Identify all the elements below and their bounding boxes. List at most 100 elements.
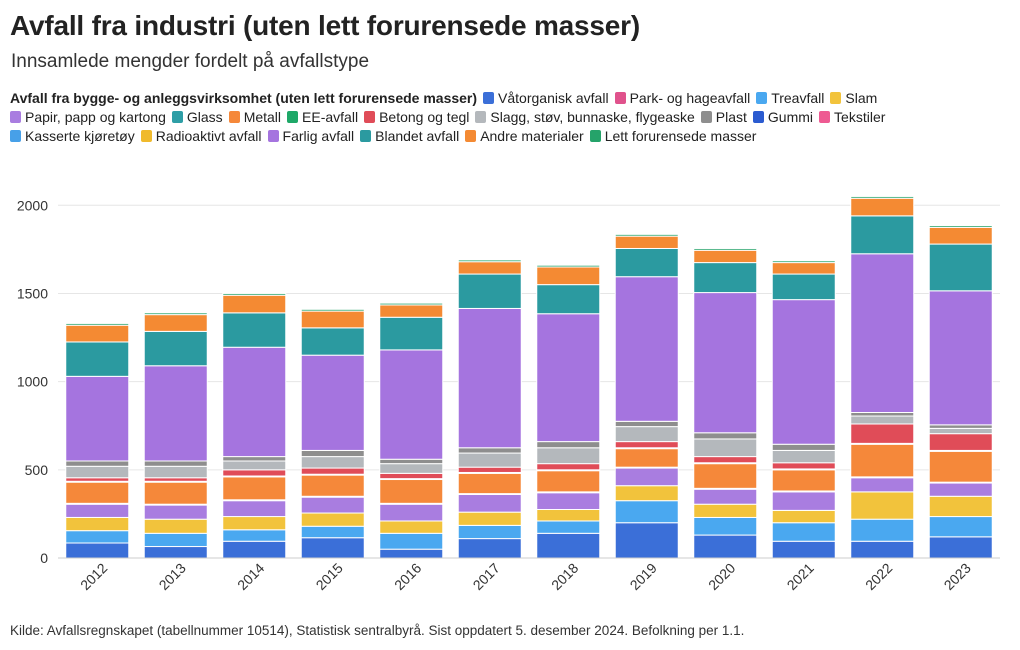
bar-segment-papir-papp-og-kartong-2023[interactable] bbox=[928, 482, 993, 497]
bar-segment-blandet-avfall-2014[interactable] bbox=[222, 312, 287, 348]
bar-segment-blandet-avfall-2016[interactable] bbox=[379, 316, 444, 351]
bar-segment-slagg-stov-bunnaske-flygeaske-2015[interactable] bbox=[300, 456, 365, 469]
bar-segment-plast-2022[interactable] bbox=[850, 412, 915, 417]
bar-segment-slagg-stov-bunnaske-flygeaske-2021[interactable] bbox=[771, 449, 836, 464]
bar-segment-treavfall-2020[interactable] bbox=[693, 516, 758, 536]
bar-segment-blandet-avfall-2017[interactable] bbox=[457, 273, 522, 309]
bar-segment-slam-2022[interactable] bbox=[850, 491, 915, 520]
bar-segment-slam-2020[interactable] bbox=[693, 503, 758, 518]
bar-segment-farlig-avfall-2012[interactable] bbox=[65, 375, 130, 462]
bar-segment-blandet-avfall-2019[interactable] bbox=[614, 247, 679, 278]
bar-segment-metall-2015[interactable] bbox=[300, 474, 365, 497]
bar-segment-metall-2014[interactable] bbox=[222, 476, 287, 501]
bar-segment-farlig-avfall-2018[interactable] bbox=[536, 313, 601, 443]
bar-segment-metall-2018[interactable] bbox=[536, 470, 601, 493]
bar-segment-slam-2012[interactable] bbox=[65, 516, 130, 532]
bar-segment-papir-papp-og-kartong-2022[interactable] bbox=[850, 477, 915, 493]
bar-segment-slagg-stov-bunnaske-flygeaske-2019[interactable] bbox=[614, 426, 679, 443]
bar-segment-andre-materialer-2012[interactable] bbox=[65, 324, 130, 343]
bar-segment-vatorganisk-avfall-2012[interactable] bbox=[65, 542, 130, 559]
bar-segment-betong-og-tegl-2022[interactable] bbox=[850, 423, 915, 444]
bar-segment-andre-materialer-2021[interactable] bbox=[771, 262, 836, 275]
bar-segment-papir-papp-og-kartong-2013[interactable] bbox=[143, 504, 208, 520]
legend-item-slam[interactable]: Slam bbox=[830, 89, 877, 108]
bar-segment-vatorganisk-avfall-2019[interactable] bbox=[614, 522, 679, 559]
bar-segment-farlig-avfall-2023[interactable] bbox=[928, 290, 993, 426]
bar-segment-plast-2013[interactable] bbox=[143, 460, 208, 467]
bar-segment-metall-2012[interactable] bbox=[65, 481, 130, 504]
bar-segment-farlig-avfall-2021[interactable] bbox=[771, 299, 836, 445]
bar-segment-vatorganisk-avfall-2022[interactable] bbox=[850, 540, 915, 559]
bar-segment-slam-2023[interactable] bbox=[928, 495, 993, 518]
bar-segment-lett-forurensede-masser-2023[interactable] bbox=[928, 225, 993, 228]
bar-segment-treavfall-2022[interactable] bbox=[850, 518, 915, 542]
bar-segment-metall-2013[interactable] bbox=[143, 481, 208, 505]
bar-segment-papir-papp-og-kartong-2015[interactable] bbox=[300, 496, 365, 514]
bar-segment-slagg-stov-bunnaske-flygeaske-2013[interactable] bbox=[143, 465, 208, 479]
bar-segment-farlig-avfall-2020[interactable] bbox=[693, 292, 758, 434]
bar-segment-betong-og-tegl-2012[interactable] bbox=[65, 477, 130, 482]
bar-segment-lett-forurensede-masser-2019[interactable] bbox=[614, 233, 679, 237]
bar-segment-plast-2012[interactable] bbox=[65, 460, 130, 467]
bar-segment-lett-forurensede-masser-2022[interactable] bbox=[850, 195, 915, 199]
bar-segment-papir-papp-og-kartong-2017[interactable] bbox=[457, 494, 522, 513]
bar-segment-farlig-avfall-2014[interactable] bbox=[222, 346, 287, 458]
bar-segment-papir-papp-og-kartong-2016[interactable] bbox=[379, 503, 444, 522]
bar-segment-plast-2014[interactable] bbox=[222, 456, 287, 462]
bar-segment-metall-2017[interactable] bbox=[457, 472, 522, 495]
bar-segment-slam-2017[interactable] bbox=[457, 511, 522, 526]
bar-segment-slam-2015[interactable] bbox=[300, 512, 365, 527]
bar-segment-lett-forurensede-masser-2021[interactable] bbox=[771, 260, 836, 264]
bar-segment-treavfall-2017[interactable] bbox=[457, 524, 522, 540]
bar-segment-andre-materialer-2014[interactable] bbox=[222, 294, 287, 314]
legend-item-betong-og-tegl[interactable]: Betong og tegl bbox=[364, 108, 469, 127]
bar-segment-andre-materialer-2017[interactable] bbox=[457, 261, 522, 275]
bar-segment-slam-2013[interactable] bbox=[143, 518, 208, 534]
bar-segment-blandet-avfall-2018[interactable] bbox=[536, 284, 601, 315]
bar-segment-blandet-avfall-2021[interactable] bbox=[771, 273, 836, 301]
bar-segment-slam-2019[interactable] bbox=[614, 485, 679, 502]
bar-segment-metall-2020[interactable] bbox=[693, 463, 758, 489]
bar-segment-vatorganisk-avfall-2014[interactable] bbox=[222, 540, 287, 559]
bar-segment-treavfall-2016[interactable] bbox=[379, 532, 444, 550]
bar-segment-betong-og-tegl-2020[interactable] bbox=[693, 456, 758, 464]
bar-segment-treavfall-2012[interactable] bbox=[65, 530, 130, 544]
bar-segment-papir-papp-og-kartong-2014[interactable] bbox=[222, 500, 287, 518]
bar-segment-plast-2017[interactable] bbox=[457, 447, 522, 454]
bar-segment-slagg-stov-bunnaske-flygeaske-2017[interactable] bbox=[457, 452, 522, 468]
bar-segment-farlig-avfall-2013[interactable] bbox=[143, 365, 208, 462]
bar-segment-slagg-stov-bunnaske-flygeaske-2016[interactable] bbox=[379, 463, 444, 474]
bar-segment-treavfall-2018[interactable] bbox=[536, 520, 601, 534]
bar-segment-betong-og-tegl-2016[interactable] bbox=[379, 472, 444, 480]
bar-segment-andre-materialer-2022[interactable] bbox=[850, 197, 915, 217]
bar-segment-betong-og-tegl-2013[interactable] bbox=[143, 477, 208, 482]
bar-segment-papir-papp-og-kartong-2012[interactable] bbox=[65, 503, 130, 518]
bar-segment-blandet-avfall-2013[interactable] bbox=[143, 330, 208, 367]
bar-segment-betong-og-tegl-2017[interactable] bbox=[457, 466, 522, 473]
bar-segment-vatorganisk-avfall-2017[interactable] bbox=[457, 538, 522, 559]
bar-segment-slam-2016[interactable] bbox=[379, 520, 444, 534]
bar-segment-plast-2019[interactable] bbox=[614, 420, 679, 428]
bar-segment-betong-og-tegl-2014[interactable] bbox=[222, 469, 287, 477]
bar-segment-vatorganisk-avfall-2015[interactable] bbox=[300, 537, 365, 559]
bar-segment-papir-papp-og-kartong-2021[interactable] bbox=[771, 491, 836, 511]
bar-segment-farlig-avfall-2016[interactable] bbox=[379, 349, 444, 460]
bar-segment-blandet-avfall-2022[interactable] bbox=[850, 215, 915, 255]
bar-segment-metall-2019[interactable] bbox=[614, 448, 679, 468]
bar-segment-treavfall-2014[interactable] bbox=[222, 529, 287, 542]
bar-segment-plast-2018[interactable] bbox=[536, 441, 601, 449]
bar-segment-lett-forurensede-masser-2012[interactable] bbox=[65, 322, 130, 326]
bar-segment-farlig-avfall-2019[interactable] bbox=[614, 276, 679, 422]
bar-segment-lett-forurensede-masser-2016[interactable] bbox=[379, 302, 444, 306]
bar-segment-papir-papp-og-kartong-2020[interactable] bbox=[693, 488, 758, 505]
bar-segment-vatorganisk-avfall-2018[interactable] bbox=[536, 532, 601, 559]
bar-segment-lett-forurensede-masser-2018[interactable] bbox=[536, 264, 601, 268]
bar-segment-andre-materialer-2018[interactable] bbox=[536, 266, 601, 286]
bar-segment-plast-2015[interactable] bbox=[300, 449, 365, 458]
bar-segment-slagg-stov-bunnaske-flygeaske-2020[interactable] bbox=[693, 438, 758, 458]
legend-item-metall[interactable]: Metall bbox=[228, 108, 281, 127]
legend-item-glass[interactable]: Glass bbox=[171, 108, 223, 127]
bar-segment-blandet-avfall-2023[interactable] bbox=[928, 243, 993, 292]
legend-item-ee-avfall[interactable]: EE-avfall bbox=[287, 108, 358, 127]
bar-segment-treavfall-2015[interactable] bbox=[300, 525, 365, 539]
